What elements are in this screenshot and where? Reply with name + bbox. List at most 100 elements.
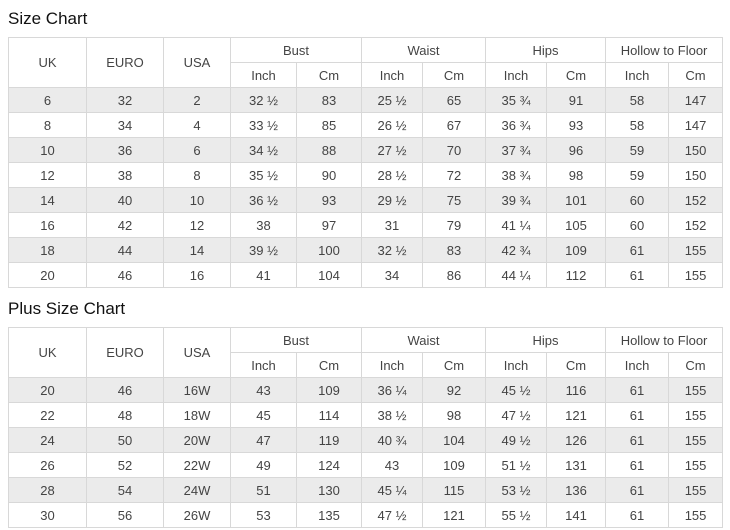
table-cell: 28 ½ bbox=[361, 162, 424, 188]
table-row: 20 46 16W 43 109 36 ¼ 92 45 ½ 116 61 155 bbox=[8, 377, 724, 403]
col-header-waist: Waist bbox=[361, 327, 487, 353]
table-cell: 26W bbox=[163, 502, 231, 528]
table-row: 18 44 14 39 ½ 100 32 ½ 83 42 ¾ 109 61 155 bbox=[8, 237, 724, 263]
table-cell: 83 bbox=[295, 87, 363, 113]
group-header-row: UK EURO USA Bust Waist Hips Hollow to Fl… bbox=[8, 327, 724, 378]
table-cell: 155 bbox=[668, 502, 724, 528]
table-cell: 104 bbox=[295, 262, 363, 288]
table-cell: 22 bbox=[8, 402, 87, 428]
table-cell: 105 bbox=[546, 212, 607, 238]
col-header-hips: Hips bbox=[485, 37, 607, 63]
table-cell: 48 bbox=[86, 402, 164, 428]
table-cell: 61 bbox=[605, 427, 670, 453]
table-cell: 55 ½ bbox=[485, 502, 548, 528]
table-cell: 10 bbox=[163, 187, 231, 213]
table-cell: 34 bbox=[361, 262, 424, 288]
table-cell: 70 bbox=[422, 137, 487, 163]
table-cell: 18W bbox=[163, 402, 231, 428]
table-cell: 61 bbox=[605, 477, 670, 503]
table-cell: 37 ¾ bbox=[485, 137, 548, 163]
table-row: 20 46 16 41 104 34 86 44 ¼ 112 61 155 bbox=[8, 262, 724, 288]
table-cell: 86 bbox=[422, 262, 487, 288]
table-cell: 45 ½ bbox=[485, 377, 548, 403]
table-cell: 10 bbox=[8, 137, 87, 163]
table-row: 16 42 12 38 97 31 79 41 ¼ 105 60 152 bbox=[8, 212, 724, 238]
table-cell: 6 bbox=[163, 137, 231, 163]
table-row: 26 52 22W 49 124 43 109 51 ½ 131 61 155 bbox=[8, 452, 724, 478]
plus-size-chart-title: Plus Size Chart bbox=[8, 299, 126, 318]
table-cell: 61 bbox=[605, 377, 670, 403]
col-header-bust: Bust bbox=[229, 327, 363, 353]
col-header-hollow-to-floor: Hollow to Floor bbox=[605, 37, 724, 63]
col-header-euro: EURO bbox=[86, 37, 164, 88]
table-cell: 20W bbox=[163, 427, 231, 453]
table-cell: 51 ½ bbox=[485, 452, 548, 478]
table-cell: 24 bbox=[8, 427, 87, 453]
unit-header-row: Inch Cm Inch Cm Inch Cm Inch Cm bbox=[9, 62, 724, 88]
table-cell: 119 bbox=[295, 427, 363, 453]
table-cell: 46 bbox=[86, 262, 164, 288]
table-row: 12 38 8 35 ½ 90 28 ½ 72 38 ¾ 98 59 150 bbox=[8, 162, 724, 188]
unit-header-row: Inch Cm Inch Cm Inch Cm Inch Cm bbox=[9, 352, 724, 378]
col-header-waist: Waist bbox=[361, 37, 487, 63]
unit-header-hips-inch: Inch bbox=[485, 62, 548, 88]
table-cell: 79 bbox=[422, 212, 487, 238]
table-cell: 60 bbox=[605, 212, 670, 238]
table-cell: 121 bbox=[422, 502, 487, 528]
table-cell: 36 ¼ bbox=[361, 377, 424, 403]
table-row: 24 50 20W 47 119 40 ¾ 104 49 ½ 126 61 155 bbox=[8, 427, 724, 453]
table-row: 22 48 18W 45 114 38 ½ 98 47 ½ 121 61 155 bbox=[8, 402, 724, 428]
table-cell: 75 bbox=[422, 187, 487, 213]
table-cell: 124 bbox=[295, 452, 363, 478]
table-cell: 96 bbox=[546, 137, 607, 163]
table-cell: 98 bbox=[546, 162, 607, 188]
unit-header-hips-inch: Inch bbox=[485, 352, 548, 378]
table-cell: 49 ½ bbox=[485, 427, 548, 453]
table-cell: 16 bbox=[163, 262, 231, 288]
table-cell: 38 bbox=[86, 162, 164, 188]
table-cell: 2 bbox=[163, 87, 231, 113]
table-cell: 150 bbox=[668, 137, 724, 163]
table-cell: 65 bbox=[422, 87, 487, 113]
unit-header-waist-cm: Cm bbox=[422, 352, 487, 378]
unit-header-hollow-inch: Inch bbox=[605, 352, 670, 378]
table-cell: 91 bbox=[546, 87, 607, 113]
table-cell: 40 ¾ bbox=[361, 427, 424, 453]
table-cell: 22W bbox=[163, 452, 231, 478]
table-cell: 93 bbox=[295, 187, 363, 213]
table-cell: 60 bbox=[605, 187, 670, 213]
table-row: 14 40 10 36 ½ 93 29 ½ 75 39 ¾ 101 60 152 bbox=[8, 187, 724, 213]
table-cell: 141 bbox=[546, 502, 607, 528]
table-cell: 25 ½ bbox=[361, 87, 424, 113]
table-cell: 109 bbox=[295, 377, 363, 403]
col-header-euro: EURO bbox=[86, 327, 164, 378]
unit-header-hollow-inch: Inch bbox=[605, 62, 670, 88]
table-cell: 52 bbox=[86, 452, 164, 478]
table-cell: 24W bbox=[163, 477, 231, 503]
table-cell: 20 bbox=[8, 262, 87, 288]
table-cell: 109 bbox=[422, 452, 487, 478]
table-cell: 101 bbox=[546, 187, 607, 213]
unit-header-hollow-cm: Cm bbox=[668, 352, 724, 378]
table-cell: 47 ½ bbox=[485, 402, 548, 428]
table-cell: 16 bbox=[8, 212, 87, 238]
table-cell: 47 bbox=[230, 427, 297, 453]
table-cell: 42 bbox=[86, 212, 164, 238]
plus-size-chart-table: UK EURO USA Bust Waist Hips Hollow to Fl… bbox=[8, 327, 724, 528]
table-cell: 59 bbox=[605, 137, 670, 163]
table-cell: 49 bbox=[230, 452, 297, 478]
col-header-usa: USA bbox=[163, 327, 231, 378]
unit-header-hips-cm: Cm bbox=[546, 352, 607, 378]
table-cell: 121 bbox=[546, 402, 607, 428]
col-header-usa: USA bbox=[163, 37, 231, 88]
plus-size-chart-section: Plus Size Chart UK EURO USA Bust Waist H… bbox=[8, 298, 724, 528]
table-cell: 109 bbox=[546, 237, 607, 263]
table-cell: 155 bbox=[668, 452, 724, 478]
table-cell: 59 bbox=[605, 162, 670, 188]
table-cell: 36 ½ bbox=[230, 187, 297, 213]
table-cell: 116 bbox=[546, 377, 607, 403]
table-cell: 14 bbox=[163, 237, 231, 263]
table-cell: 83 bbox=[422, 237, 487, 263]
table-cell: 42 ¾ bbox=[485, 237, 548, 263]
table-cell: 26 bbox=[8, 452, 87, 478]
